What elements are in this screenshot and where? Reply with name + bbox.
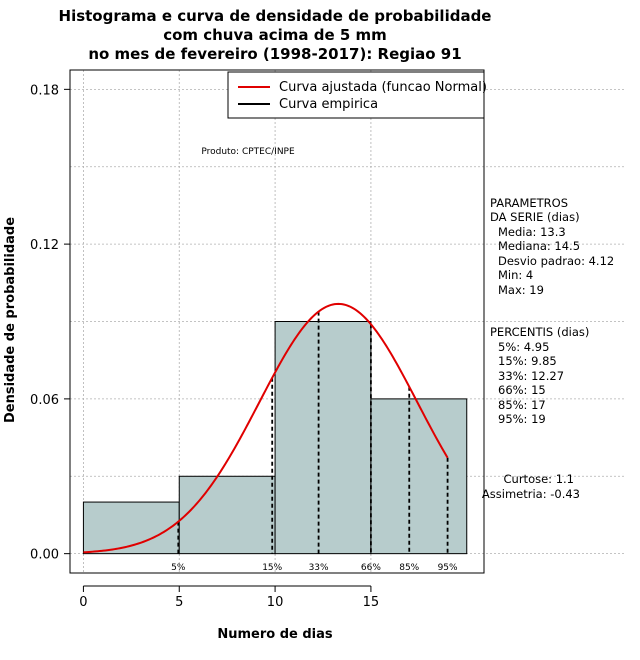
percentis-p5: 5%: 4.95 xyxy=(498,340,549,354)
shape-block: Curtose: 1.1 Assimetria: -0.43 xyxy=(482,472,580,501)
parameters-title-1: PARAMETROS xyxy=(490,196,568,210)
parameter-max: Max: 19 xyxy=(498,283,544,297)
y-axis-title: Densidade de probabilidade xyxy=(3,217,18,423)
y-tick-label-3: 0.18 xyxy=(30,83,59,98)
legend: Curva ajustada (funcao Normal) Curva emp… xyxy=(227,71,487,119)
x-tick-label-3: 15 xyxy=(363,595,380,610)
parameter-mean: Media: 13.3 xyxy=(498,225,566,239)
legend-label-empirical: Curva empirica xyxy=(279,97,378,112)
percentis-block: PERCENTIS (dias) 5%: 4.95 15%: 9.85 33%:… xyxy=(490,325,589,426)
title-line-3: no mes de fevereiro (1998-2017): Regiao … xyxy=(88,45,461,63)
skewness-text: Assimetria: -0.43 xyxy=(482,487,580,501)
title-line-1: Histograma e curva de densidade de proba… xyxy=(59,7,492,25)
parameter-min: Min: 4 xyxy=(498,268,533,282)
y-tick-label-0: 0.00 xyxy=(30,548,59,563)
percentile-label-2: 33% xyxy=(309,563,329,573)
percentile-label-1: 15% xyxy=(262,563,282,573)
percentis-p15: 15%: 9.85 xyxy=(498,354,557,368)
percentis-title: PERCENTIS (dias) xyxy=(490,325,589,339)
percentile-label-4: 85% xyxy=(399,563,419,573)
histogram-bars xyxy=(82,321,468,555)
chart-title: Histograma e curva de densidade de proba… xyxy=(59,7,492,63)
histogram-bar-1 xyxy=(178,475,276,555)
product-note: Produto: CPTEC/INPE xyxy=(201,147,295,157)
percentile-label-0: 5% xyxy=(171,563,186,573)
x-axis-title: Numero de dias xyxy=(217,627,333,642)
histogram-bar-3 xyxy=(370,398,468,555)
percentile-lines: 5% 15% 33% 66% 85% 95% xyxy=(171,311,458,573)
percentis-p33: 33%: 12.27 xyxy=(498,369,564,383)
legend-label-fit: Curva ajustada (funcao Normal) xyxy=(279,80,487,95)
title-line-2: com chuva acima de 5 mm xyxy=(163,26,387,44)
legend-box xyxy=(227,71,485,119)
kurtosis-text: Curtose: 1.1 xyxy=(504,472,574,486)
parameter-median: Mediana: 14.5 xyxy=(498,239,580,253)
y-tick-label-2: 0.12 xyxy=(30,238,59,253)
normal-curve-path xyxy=(83,302,449,554)
parameters-title-2: DA SERIE (dias) xyxy=(490,210,580,224)
y-axis: 0.00 0.06 0.12 0.18 xyxy=(30,83,71,563)
x-tick-label-2: 10 xyxy=(267,595,284,610)
normal-curve xyxy=(83,302,449,554)
parameter-sd: Desvio padrao: 4.12 xyxy=(498,254,614,268)
percentile-label-5: 95% xyxy=(438,563,458,573)
x-tick-label-1: 5 xyxy=(175,595,183,610)
parameters-block: PARAMETROS DA SERIE (dias) Media: 13.3 M… xyxy=(490,196,614,297)
percentis-p85: 85%: 17 xyxy=(498,398,546,412)
x-tick-label-0: 0 xyxy=(79,595,87,610)
x-axis: 0 5 10 15 xyxy=(79,585,380,610)
percentile-label-3: 66% xyxy=(361,563,381,573)
y-tick-label-1: 0.06 xyxy=(30,393,59,408)
percentis-p66: 66%: 15 xyxy=(498,383,546,397)
histogram-bar-2 xyxy=(274,321,372,555)
percentis-p95: 95%: 19 xyxy=(498,412,546,426)
